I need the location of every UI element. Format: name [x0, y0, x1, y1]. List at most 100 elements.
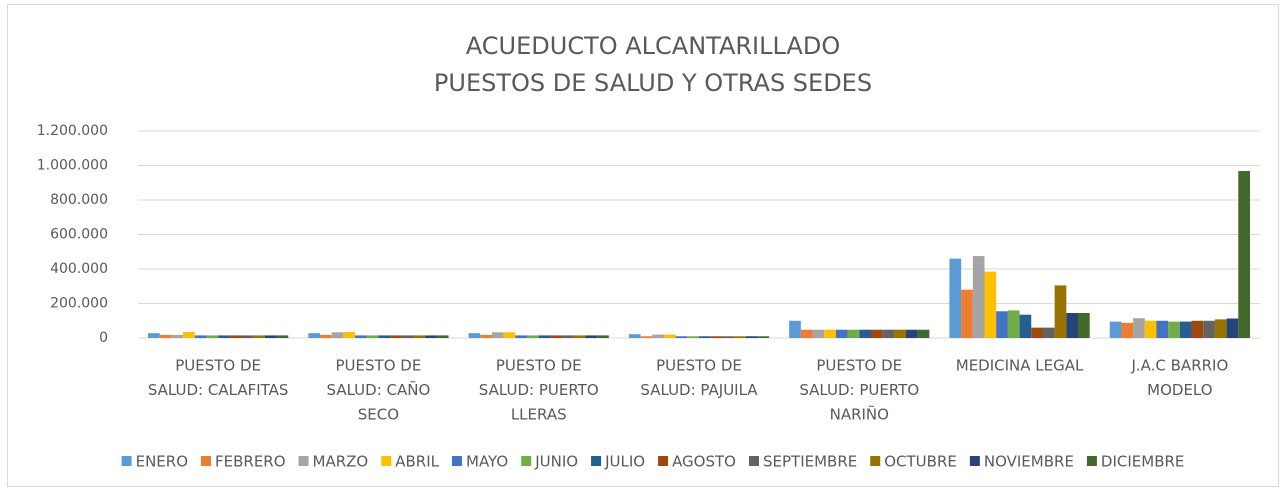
- legend-swatch: [1086, 456, 1097, 466]
- bar: [734, 336, 746, 338]
- legend-swatch: [658, 456, 669, 466]
- legend-swatch: [381, 456, 392, 466]
- bar: [1156, 320, 1169, 338]
- bar: [1144, 320, 1157, 338]
- bar: [401, 335, 414, 338]
- bar: [859, 329, 871, 338]
- bar: [1054, 285, 1067, 338]
- legend-label: JUNIO: [534, 453, 578, 471]
- y-tick-label: 1.200.000: [37, 123, 108, 139]
- bar: [949, 258, 962, 338]
- legend-label: MARZO: [313, 453, 369, 471]
- legend-label: ENERO: [136, 453, 188, 471]
- bar: [585, 335, 598, 338]
- bar: [984, 271, 997, 338]
- bar: [1007, 310, 1020, 338]
- bar: [800, 329, 813, 338]
- bar: [882, 329, 895, 338]
- bar: [1066, 312, 1079, 338]
- bar: [710, 336, 723, 338]
- x-tick-label: PUESTO DE: [496, 357, 582, 375]
- y-tick-label: 0: [99, 330, 108, 346]
- chart-subtitle: PUESTOS DE SALUD Y OTRAS SEDES: [434, 69, 872, 97]
- x-tick-label: PUESTO DE: [816, 357, 902, 375]
- bar: [378, 335, 391, 338]
- x-tick-label: SECO: [358, 406, 399, 424]
- bar: [253, 335, 265, 338]
- bar: [847, 329, 860, 338]
- bar: [229, 335, 242, 338]
- bar: [366, 335, 379, 338]
- bar: [835, 329, 848, 338]
- legend-label: NOVIEMBRE: [984, 453, 1074, 471]
- bar: [628, 334, 641, 338]
- bar: [1133, 318, 1145, 338]
- bar: [491, 332, 504, 338]
- x-tick-label: SALUD: PAJUILA: [640, 381, 758, 399]
- y-tick-label: 1.000.000: [37, 158, 108, 174]
- legend-label: SEPTIEMBRE: [763, 453, 857, 471]
- bar: [1042, 327, 1055, 338]
- x-tick-label: PUESTO DE: [656, 357, 742, 375]
- bar: [550, 335, 563, 338]
- legend-label: AGOSTO: [672, 453, 736, 471]
- legend-swatch: [452, 456, 463, 466]
- legend-swatch: [121, 456, 132, 466]
- x-tick-label: SALUD: CALAFITAS: [148, 381, 289, 399]
- bar: [1109, 321, 1122, 338]
- bar: [264, 335, 277, 338]
- bar: [824, 329, 836, 338]
- legend-swatch: [969, 456, 980, 466]
- bar: [675, 336, 688, 338]
- bar: [308, 333, 320, 338]
- bar: [276, 335, 289, 338]
- legend-label: ABRIL: [395, 453, 439, 471]
- x-tick-label: SALUD: PUERTO: [479, 381, 599, 399]
- bar: [663, 334, 676, 338]
- chart-frame: [7, 4, 1279, 487]
- bar: [722, 336, 735, 338]
- bar: [573, 335, 586, 338]
- bar: [1121, 322, 1134, 338]
- x-tick-label: PUESTO DE: [336, 357, 422, 375]
- x-tick-label: MODELO: [1147, 381, 1212, 399]
- legend-label: DICIEMBRE: [1101, 453, 1184, 471]
- bar: [480, 334, 492, 338]
- bar: [757, 336, 770, 338]
- bar: [745, 336, 758, 338]
- bar: [171, 334, 184, 338]
- bar: [652, 334, 664, 338]
- legend-label: OCTUBRE: [884, 453, 957, 471]
- bar: [906, 329, 918, 338]
- bar: [355, 335, 367, 338]
- bar: [503, 332, 516, 338]
- bar: [812, 329, 825, 338]
- legend-label: MAYO: [466, 453, 508, 471]
- legend-label: JULIO: [604, 453, 645, 471]
- bar: [159, 334, 172, 338]
- bar: [1031, 327, 1043, 338]
- x-tick-label: J.A.C BARRIO: [1130, 357, 1228, 375]
- bar: [1238, 171, 1250, 338]
- legend-label: FEBRERO: [215, 453, 286, 471]
- bar: [527, 335, 539, 338]
- bar: [687, 336, 699, 338]
- bar: [562, 335, 574, 338]
- x-tick-label: SALUD: CAÑO: [327, 380, 431, 399]
- bar: [515, 335, 528, 338]
- legend-swatch: [521, 456, 532, 466]
- bar: [241, 335, 254, 338]
- bar: [206, 335, 219, 338]
- x-tick-label: MEDICINA LEGAL: [956, 357, 1084, 375]
- y-tick-label: 200.000: [50, 296, 108, 312]
- bar: [870, 329, 883, 338]
- legend-swatch: [748, 456, 759, 466]
- y-tick-label: 400.000: [50, 261, 108, 277]
- legend-swatch: [298, 456, 309, 466]
- bar: [468, 333, 481, 338]
- bar: [1203, 320, 1215, 338]
- bar: [894, 329, 907, 338]
- bar: [425, 335, 437, 338]
- bar: [1214, 319, 1227, 338]
